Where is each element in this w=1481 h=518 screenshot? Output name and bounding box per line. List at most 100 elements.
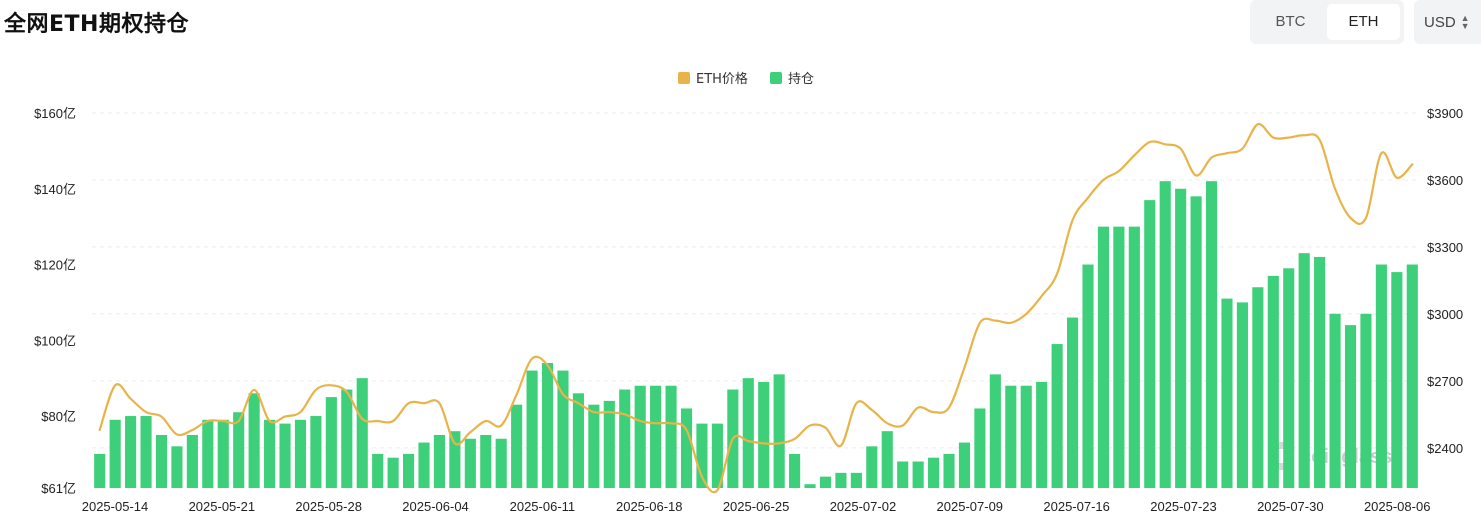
legend: ETH价格 持仓 xyxy=(678,71,814,87)
oi-bar xyxy=(480,434,492,488)
x-axis-label: 2025-07-16 xyxy=(1043,499,1110,514)
left-axis-label: $160亿 xyxy=(34,106,76,121)
oi-bar xyxy=(789,453,801,488)
oi-bar xyxy=(603,400,615,488)
oi-bar xyxy=(1283,268,1295,488)
oi-bar xyxy=(356,378,368,488)
right-axis: $2400 $2700 $3000 $3300 $3600 $3900 xyxy=(1427,106,1463,456)
oi-bar xyxy=(742,378,754,488)
oi-bar xyxy=(1267,275,1279,488)
oi-bar xyxy=(1020,385,1032,488)
currency-select[interactable]: USD ▲ ▼ xyxy=(1414,0,1481,44)
x-axis-label: 2025-05-28 xyxy=(295,499,362,514)
oi-bar xyxy=(557,370,569,488)
oi-bar xyxy=(1205,181,1218,488)
x-axis-label: 2025-05-21 xyxy=(189,499,256,514)
oi-bar xyxy=(1159,181,1171,488)
oi-bar xyxy=(1329,313,1341,488)
oi-bar xyxy=(1113,226,1125,489)
oi-bar xyxy=(680,408,693,488)
oi-bar xyxy=(155,434,168,488)
x-axis-label: 2025-06-25 xyxy=(723,499,790,514)
oi-bar xyxy=(1314,256,1326,488)
oi-bar xyxy=(264,419,276,488)
right-axis-label: $3600 xyxy=(1427,173,1463,188)
oi-bar xyxy=(1082,264,1094,488)
oi-bar xyxy=(974,408,986,488)
oi-bars xyxy=(94,181,1418,489)
grid-lines xyxy=(92,112,1420,449)
oi-bar xyxy=(1190,196,1202,489)
oi-bar xyxy=(1375,264,1387,488)
oi-bar xyxy=(897,461,909,488)
x-axis-label: 2025-07-02 xyxy=(830,499,897,514)
oi-bar xyxy=(758,381,770,488)
oi-bar xyxy=(1005,385,1017,488)
oi-bar xyxy=(1066,317,1079,488)
right-axis-label: $3000 xyxy=(1427,307,1463,322)
oi-bar xyxy=(1144,200,1156,488)
oi-bar xyxy=(619,389,631,488)
tab-eth[interactable]: ETH xyxy=(1327,4,1400,40)
oi-bar xyxy=(511,404,523,488)
left-axis-label: $100亿 xyxy=(34,333,76,348)
oi-bar xyxy=(696,423,708,488)
oi-bar xyxy=(1175,188,1187,488)
page-title: 全网ETH期权持仓 xyxy=(4,12,189,37)
oi-bar xyxy=(804,484,816,488)
legend-label-eth-price: ETH价格 xyxy=(696,71,748,87)
oi-bar xyxy=(109,419,121,488)
oi-bar xyxy=(526,370,538,488)
oi-bar xyxy=(928,457,940,488)
legend-label-oi: 持仓 xyxy=(788,72,814,87)
right-axis-label: $2400 xyxy=(1427,441,1463,456)
x-axis: 2025-05-14 2025-05-21 2025-05-28 2025-06-04… xyxy=(82,499,1431,514)
oi-bar xyxy=(1360,313,1372,488)
oi-bar xyxy=(1051,344,1063,488)
oi-bar xyxy=(1406,264,1418,488)
eth-price-line xyxy=(98,123,1414,494)
x-axis-label: 2025-06-11 xyxy=(510,499,576,514)
oi-bar xyxy=(650,385,662,488)
oi-bar xyxy=(572,393,584,488)
oi-bar xyxy=(1344,325,1357,488)
oi-bar xyxy=(1128,226,1140,489)
right-axis-label: $2700 xyxy=(1427,374,1463,389)
oi-bar xyxy=(325,397,337,488)
right-axis-label: $3900 xyxy=(1427,106,1463,121)
oi-bar xyxy=(1221,298,1233,488)
oi-bar xyxy=(310,416,322,488)
oi-bar xyxy=(1252,287,1264,488)
chevron-updown-icon: ▲ ▼ xyxy=(1460,13,1470,31)
oi-bar xyxy=(943,453,955,488)
oi-bar xyxy=(387,457,399,488)
left-axis-label: $80亿 xyxy=(41,409,76,424)
x-axis-label: 2025-07-30 xyxy=(1257,499,1324,514)
oi-bar xyxy=(850,472,862,488)
x-axis-label: 2025-06-04 xyxy=(402,499,469,514)
oi-bar xyxy=(341,389,353,488)
oi-bar xyxy=(402,453,415,488)
oi-bar xyxy=(541,363,554,488)
oi-bar xyxy=(217,419,229,488)
oi-bar xyxy=(588,404,600,488)
tab-btc[interactable]: BTC xyxy=(1275,13,1306,30)
legend-swatch-eth-price xyxy=(678,72,690,84)
oi-bar xyxy=(1036,381,1048,488)
oi-bar xyxy=(1236,302,1248,488)
oi-bar xyxy=(711,423,723,488)
legend-swatch-oi xyxy=(770,72,782,84)
oi-bar xyxy=(665,385,677,488)
oi-bar xyxy=(279,423,291,488)
oi-bar xyxy=(372,453,384,488)
oi-bar xyxy=(835,472,847,488)
oi-bar xyxy=(418,442,430,488)
x-axis-label: 2025-05-14 xyxy=(82,499,149,514)
oi-bar xyxy=(125,416,137,488)
x-axis-label: 2025-07-23 xyxy=(1150,499,1217,514)
oi-bar xyxy=(881,431,893,488)
oi-bar xyxy=(773,374,785,488)
oi-bar xyxy=(464,438,476,488)
oi-bar xyxy=(1298,253,1310,488)
